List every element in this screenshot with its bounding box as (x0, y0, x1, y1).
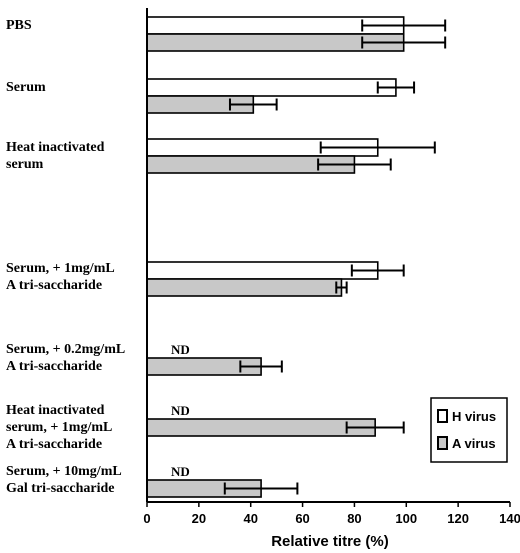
error-bar-a-3 (335, 281, 348, 294)
x-tick-label: 0 (143, 511, 150, 526)
category-label-line: Serum, + 10mg/mL (6, 464, 122, 479)
x-tick-label: 40 (243, 511, 257, 526)
legend-label-h: H virus (452, 409, 496, 424)
error-bar-h-0 (361, 19, 447, 32)
category-label-line: Heat inactivated (6, 403, 105, 418)
category-label-line: Gal tri-saccharide (6, 481, 114, 496)
category-label-line: Serum (6, 80, 46, 95)
category-label-1: Serum (6, 80, 46, 95)
x-axis-label: Relative titre (%) (271, 533, 389, 550)
x-tick-label: 100 (395, 511, 417, 526)
category-label-line: serum (6, 157, 44, 172)
category-label-line: A tri-saccharide (6, 437, 102, 452)
x-tick-label: 120 (447, 511, 469, 526)
category-labels: PBS Serum Heat inactivated serum Serum, + 1m… (6, 18, 125, 496)
legend-swatch-h (437, 409, 448, 423)
bar-h-virus-1 (146, 78, 397, 97)
x-tick-label: 60 (295, 511, 309, 526)
nd-label-6: ND (171, 464, 190, 479)
category-label-line: serum, + 1mg/mL (6, 420, 112, 435)
error-bar-a-1 (228, 98, 278, 111)
error-bar-h-1 (376, 81, 416, 94)
error-bar-a-0 (361, 36, 447, 49)
error-bar-a-6 (223, 482, 299, 495)
bar-a-virus-5 (146, 418, 376, 437)
x-tick-label: 20 (192, 511, 206, 526)
bar-h-virus-3 (146, 261, 379, 280)
x-axis: 0 20 40 60 80 100 120 140 (143, 8, 520, 526)
category-label-6: Serum, + 10mg/mL Gal tri-saccharide (6, 464, 122, 496)
category-label-line: Serum, + 1mg/mL (6, 261, 115, 276)
legend-swatch-a (437, 436, 448, 450)
category-label-line: A tri-saccharide (6, 359, 102, 374)
error-bar-h-3 (350, 264, 405, 277)
bar-a-virus-3 (146, 278, 343, 297)
error-bar-a-4 (239, 360, 283, 373)
category-label-5: Heat inactivated serum, + 1mg/mL A tri-sac… (6, 403, 112, 452)
category-label-4: Serum, + 0.2mg/mL A tri-saccharide (6, 342, 125, 374)
error-bar-h-2 (319, 141, 436, 154)
x-tick-label: 140 (499, 511, 520, 526)
nd-label-5: ND (171, 403, 190, 418)
category-label-line: PBS (6, 18, 32, 33)
category-label-line: A tri-saccharide (6, 278, 102, 293)
x-tick-label: 80 (347, 511, 361, 526)
nd-label-4: ND (171, 342, 190, 357)
error-bar-a-2 (317, 158, 392, 171)
bars: ND ND ND (146, 16, 447, 498)
error-bar-a-5 (345, 421, 405, 434)
category-label-2: Heat inactivated serum (6, 140, 105, 172)
category-label-line: Heat inactivated (6, 140, 105, 155)
legend: H virus A virus (430, 397, 508, 463)
category-label-0: PBS (6, 18, 32, 33)
legend-label-a: A virus (452, 436, 496, 451)
category-label-3: Serum, + 1mg/mL A tri-saccharide (6, 261, 115, 293)
legend-box (430, 397, 508, 463)
category-label-line: Serum, + 0.2mg/mL (6, 342, 125, 357)
